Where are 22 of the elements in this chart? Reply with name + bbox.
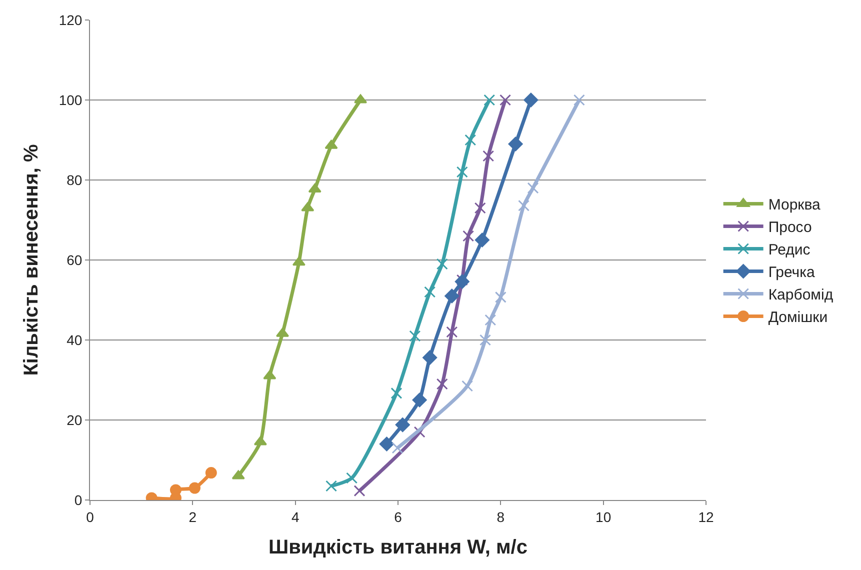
legend-label: Гречка [768,264,816,282]
legend-label: Карбомід [768,286,834,304]
y-tick-label: 40 [66,332,82,348]
x-tick-label: 6 [394,508,402,525]
x-axis-title: Швидкість витання W, м/с [268,536,528,558]
x-tick-label: 4 [291,508,300,525]
x-tick-label: 8 [496,508,505,525]
y-tick-label: 20 [66,412,82,428]
y-axis-title: Кількість винесення, % [20,144,42,376]
y-tick-label: 100 [58,92,82,108]
y-tick-label: 0 [74,492,82,508]
y-tick-label: 60 [66,252,82,268]
x-tick-label: 0 [86,508,94,525]
legend-label: Редис [768,242,811,259]
x-tick-label: 10 [596,508,612,525]
legend-label: Просо [768,219,812,236]
x-tick-label: 2 [188,508,197,525]
x-tick-label: 12 [698,508,714,525]
y-tick-label: 120 [58,12,82,28]
legend-label: Морква [768,196,822,214]
y-tick-label: 80 [66,172,82,188]
legend-label: Домішки [768,309,828,326]
